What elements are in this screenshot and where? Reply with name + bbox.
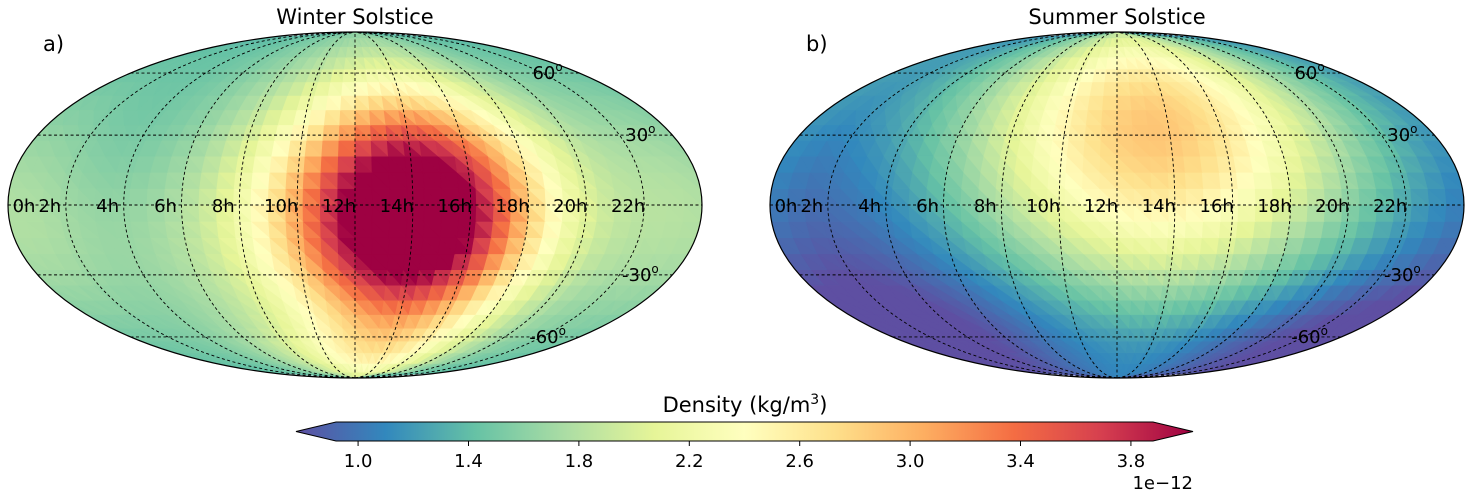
lt-tick-label: 12h — [322, 196, 356, 217]
colorbar: Density (kg/m3) 1.0 1.4 1.8 2.2 2.6 3.0 3.4 3.8… — [295, 392, 1194, 494]
meridian-line — [1116, 32, 1176, 378]
colorbar-tick-label: 3.4 — [1006, 451, 1035, 472]
panel-summer-label: b) — [806, 32, 828, 56]
winter-tick-labels: 0h 2h 4h 6h 8h 10h 12h 14h 16h 18h 20h 22h60o30o-30… — [13, 60, 659, 348]
meridian-line — [354, 32, 645, 378]
lt-tick-label: 16h — [438, 196, 472, 217]
colorbar-tick-label: 2.2 — [675, 451, 704, 472]
colorbar-tick-label: 1.8 — [565, 451, 594, 472]
colorbar-label: Density (kg/m3) — [663, 392, 828, 417]
lt-tick-label: 20h — [553, 196, 587, 217]
lt-tick-label: 2h — [800, 196, 823, 217]
panel-winter: Winter Solstice a) 0h 2h 4h 6h 8h 10h 12h 14h 16… — [7, 5, 703, 379]
panel-summer: Summer Solstice b) 0h 2h 4h 6h 8h 10h 12h 14h 16… — [769, 5, 1465, 379]
lt-tick-label: 8h — [212, 196, 235, 217]
colorbar-tick-label: 2.6 — [785, 451, 814, 472]
panel-summer-title: Summer Solstice — [1028, 5, 1205, 29]
lt-tick-label: 0h — [13, 196, 36, 217]
lt-tick-label: 16h — [1200, 196, 1234, 217]
colorbar-scale-label: 1e−12 — [1132, 473, 1193, 494]
lt-tick-label: 14h — [380, 196, 414, 217]
lt-tick-label: 18h — [495, 196, 529, 217]
panel-winter-label: a) — [43, 32, 64, 56]
meridian-line — [354, 32, 414, 378]
colorbar-ticks: 1.0 1.4 1.8 2.2 2.6 3.0 3.4 3.8 — [344, 441, 1145, 472]
lt-tick-label: 12h — [1084, 196, 1118, 217]
summer-graticule — [770, 32, 1464, 378]
colorbar-tick-label: 1.0 — [344, 451, 373, 472]
lt-tick-label: 4h — [858, 196, 881, 217]
lat-tick-label: 60o — [532, 60, 562, 84]
winter-density-map — [8, 32, 702, 378]
lt-tick-label: 2h — [38, 196, 61, 217]
lt-tick-label: 10h — [264, 196, 298, 217]
lt-tick-label: 0h — [775, 196, 798, 217]
lt-tick-label: 8h — [974, 196, 997, 217]
colorbar-tick-label: 1.4 — [454, 451, 483, 472]
lt-tick-label: 20h — [1315, 196, 1349, 217]
lt-tick-label: 6h — [154, 196, 177, 217]
summer-density-map — [770, 32, 1464, 378]
summer-tick-labels: 0h 2h 4h 6h 8h 10h 12h 14h 16h 18h 20h 22h60o30o-30… — [775, 60, 1421, 348]
winter-graticule — [8, 32, 702, 378]
winter-heat-cells — [8, 32, 702, 378]
colorbar-tick-label: 3.8 — [1117, 451, 1146, 472]
lt-tick-label: 22h — [611, 196, 645, 217]
colorbar-body — [295, 421, 1194, 442]
summer-heat-cells — [770, 32, 1464, 378]
lt-tick-label: 22h — [1373, 196, 1407, 217]
panel-winter-title: Winter Solstice — [276, 5, 433, 29]
summer-map-boundary — [769, 31, 1465, 379]
meridian-line — [1116, 32, 1407, 378]
winter-map-boundary — [7, 31, 703, 379]
lt-tick-label: 18h — [1257, 196, 1291, 217]
colorbar-tick-label: 3.0 — [896, 451, 925, 472]
lt-tick-label: 10h — [1026, 196, 1060, 217]
lt-tick-label: 4h — [96, 196, 119, 217]
lt-tick-label: 14h — [1142, 196, 1176, 217]
lt-tick-label: 6h — [916, 196, 939, 217]
